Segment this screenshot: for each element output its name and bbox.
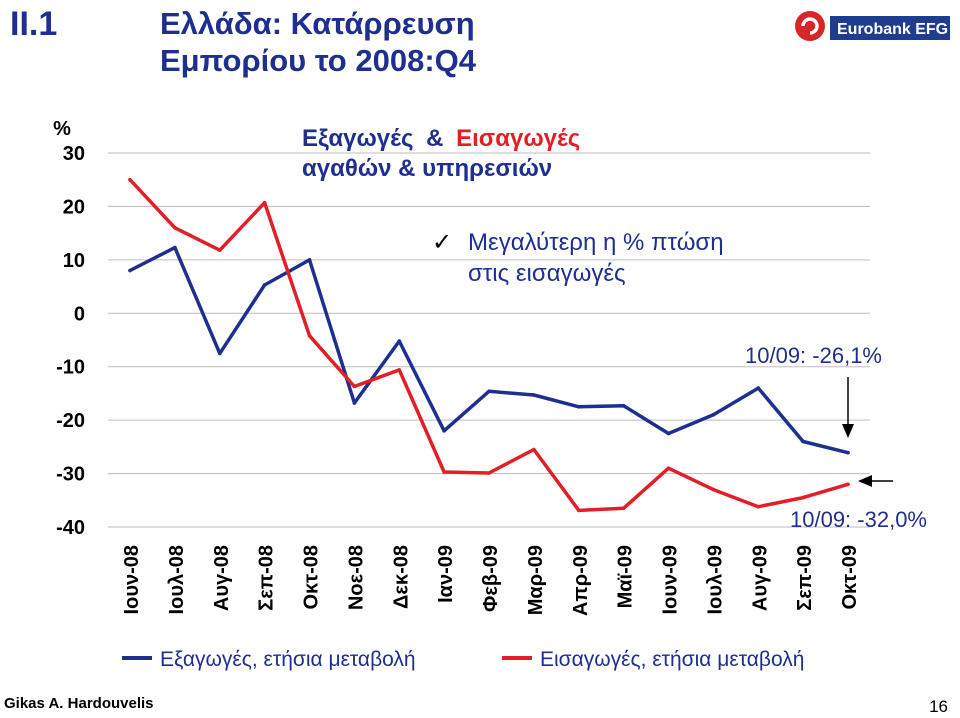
data-point-exports bbox=[532, 393, 536, 397]
legend: Εξαγωγές, ετήσια μεταβολή Εισαγωγές, ετή… bbox=[122, 648, 804, 671]
data-point-exports bbox=[711, 413, 716, 417]
data-point-exports bbox=[352, 401, 357, 405]
x-tick-label: Φεβ-09 bbox=[480, 545, 502, 612]
legend-label-imports: Εισαγωγές, ετήσια μεταβολή bbox=[540, 648, 804, 671]
x-tick-label: Αυγ-08 bbox=[211, 545, 233, 611]
data-point-exports bbox=[756, 386, 761, 390]
heading-imports: Εισαγωγές bbox=[456, 125, 580, 152]
x-tick-label: Απρ-09 bbox=[570, 545, 592, 616]
data-point-exports bbox=[173, 245, 177, 250]
heading-exports: Εξαγωγές bbox=[302, 125, 413, 152]
data-point-imports bbox=[307, 333, 312, 338]
x-tick-label: Οκτ-09 bbox=[839, 545, 861, 610]
data-point-exports bbox=[442, 429, 446, 433]
eurobank-logo: Eurobank EFG bbox=[795, 11, 950, 41]
data-point-exports bbox=[666, 431, 671, 436]
data-point-imports bbox=[666, 466, 671, 471]
data-point-imports bbox=[217, 248, 222, 253]
data-point-imports bbox=[576, 508, 581, 513]
data-point-exports bbox=[217, 351, 222, 356]
data-point-imports bbox=[352, 384, 357, 389]
data-point-imports bbox=[801, 495, 805, 500]
data-point-exports bbox=[397, 339, 402, 343]
x-tick-label: Ιουν-08 bbox=[121, 545, 143, 614]
annotation-imports-arrowhead-icon bbox=[858, 475, 872, 487]
annotation-imports: 10/09: -32,0% bbox=[790, 507, 927, 532]
data-point-imports bbox=[397, 368, 402, 372]
slide-title-line2: Εμπορίου το 2008:Q4 bbox=[160, 43, 476, 78]
logo-text: Eurobank EFG bbox=[837, 21, 948, 38]
y-axis-unit: % bbox=[53, 118, 71, 140]
data-point-exports bbox=[576, 404, 581, 409]
chart-heading-line1: Εξαγωγές & Εισαγωγές bbox=[302, 125, 580, 152]
heading-amp: & bbox=[426, 125, 443, 152]
x-tick-label: Μαϊ-09 bbox=[615, 545, 637, 608]
data-point-imports bbox=[621, 506, 626, 511]
data-point-exports bbox=[801, 439, 805, 444]
x-tick-label: Οκτ-08 bbox=[301, 545, 323, 610]
data-point-imports bbox=[711, 487, 716, 492]
x-tick-label: Αυγ-09 bbox=[749, 545, 771, 611]
legend-label-exports: Εξαγωγές, ετήσια μεταβολή bbox=[160, 648, 416, 671]
y-tick-label: -30 bbox=[56, 464, 85, 486]
x-tick-label: Σεπ-09 bbox=[794, 545, 816, 611]
y-tick-label: -20 bbox=[56, 410, 85, 432]
x-tick-label: Μαρ-09 bbox=[525, 545, 547, 615]
annotation-exports: 10/09: -26,1% bbox=[745, 343, 882, 368]
data-point-imports bbox=[128, 177, 132, 182]
data-point-exports bbox=[262, 283, 267, 287]
data-point-imports bbox=[756, 504, 761, 509]
x-tick-label: Νοε-08 bbox=[345, 545, 367, 610]
data-point-exports bbox=[307, 258, 312, 262]
data-point-exports bbox=[487, 389, 491, 394]
x-tick-label: Ιουλ-08 bbox=[166, 545, 188, 614]
data-point-exports bbox=[128, 268, 132, 273]
data-point-exports bbox=[846, 450, 850, 455]
section-number: II.1 bbox=[10, 5, 58, 43]
x-tick-label: Σεπ-08 bbox=[256, 545, 278, 611]
y-tick-label: 30 bbox=[63, 143, 85, 165]
x-tick-label: Ιαν-09 bbox=[435, 545, 457, 603]
data-point-imports bbox=[173, 226, 177, 230]
check-icon: ✓ bbox=[432, 229, 452, 256]
slide-title-line1: Ελλάδα: Κατάρρευση bbox=[160, 6, 475, 41]
logo-mark-icon bbox=[795, 11, 825, 41]
data-point-imports bbox=[487, 471, 491, 475]
data-point-imports bbox=[442, 470, 446, 474]
data-point-imports bbox=[532, 447, 536, 452]
y-tick-label: -10 bbox=[56, 357, 85, 379]
data-point-imports bbox=[262, 200, 267, 205]
footer-author: Gikas A. Hardouvelis bbox=[4, 695, 154, 712]
y-tick-label: 0 bbox=[74, 303, 85, 325]
x-tick-label: Ιουν-09 bbox=[660, 545, 682, 614]
page-number: 16 bbox=[929, 697, 948, 716]
x-tick-label: Ιουλ-09 bbox=[704, 545, 726, 614]
x-tick-label: Δεκ-08 bbox=[390, 545, 412, 609]
y-tick-label: 10 bbox=[63, 250, 85, 272]
y-tick-label: -40 bbox=[56, 517, 85, 539]
data-point-imports bbox=[846, 482, 850, 487]
y-tick-label: 20 bbox=[63, 196, 85, 218]
annotation-exports-arrowhead-icon bbox=[842, 424, 854, 438]
chart-heading-line2: αγαθών & υπηρεσιών bbox=[302, 155, 552, 182]
note-line1: Μεγαλύτερη η % πτώση bbox=[468, 229, 724, 256]
note-line2: στις εισαγωγές bbox=[468, 260, 626, 287]
data-point-exports bbox=[621, 403, 626, 408]
